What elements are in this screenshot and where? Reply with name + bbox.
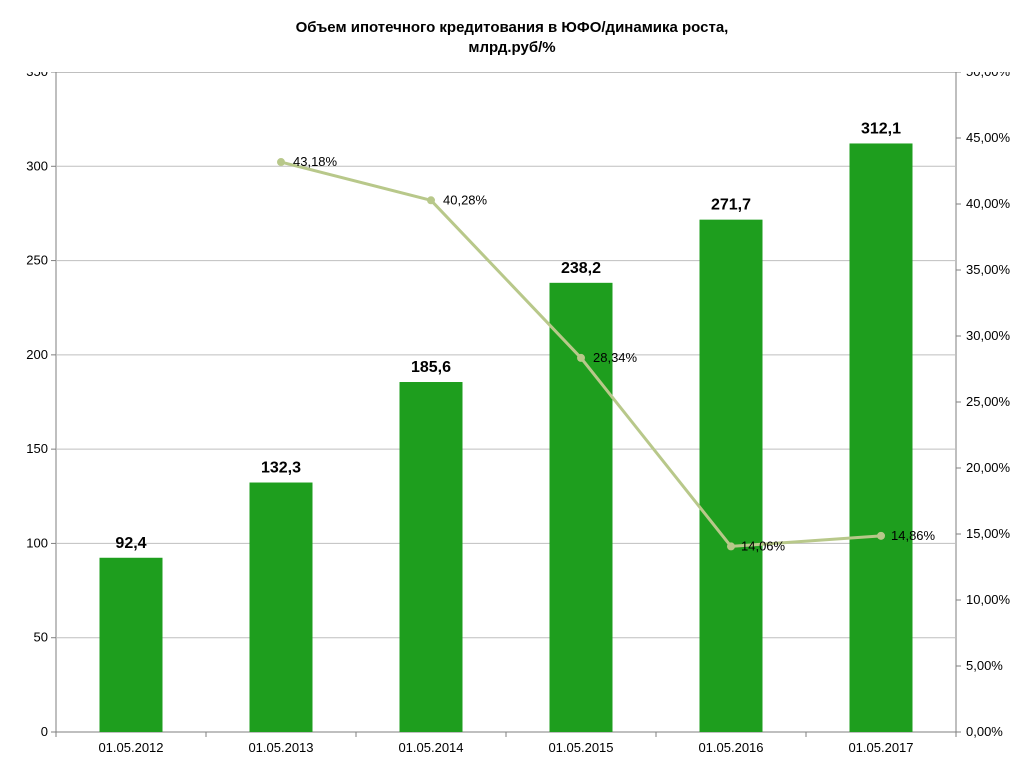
x-axis-category-label: 01.05.2017 [848,740,913,755]
bar [250,483,313,732]
x-axis-category-label: 01.05.2013 [248,740,313,755]
bar-value-label: 238,2 [561,260,601,277]
combo-chart: 0 50 100 150 200 250 300 350 0,00% 5,00% 10,00% 15,… [11,72,1021,762]
right-axis-tick-label: 5,00% [966,658,1003,673]
right-axis-tick-label: 45,00% [966,130,1011,145]
bar-value-label: 132,3 [261,460,301,477]
left-axis-tick-label: 50 [34,630,48,645]
line-value-label: 14,86% [891,528,936,543]
line-value-label: 14,06% [741,538,786,553]
page-root: Объем ипотечного кредитования в ЮФО/дина… [0,0,1024,778]
bar-value-label: 185,6 [411,359,451,376]
line-marker [877,532,885,540]
left-axis-tick-label: 300 [26,158,48,173]
line-marker [727,542,735,550]
left-axis-tick-label: 0 [41,724,48,739]
left-axis-tick-label: 100 [26,535,48,550]
x-axis-category-label: 01.05.2015 [548,740,613,755]
bar-value-label: 271,7 [711,197,751,214]
x-axis-category-label: 01.05.2016 [698,740,763,755]
plot-border [56,72,956,732]
right-axis-tick-label: 35,00% [966,262,1011,277]
line-value-label: 28,34% [593,350,638,365]
bar [850,143,913,732]
bar [400,382,463,732]
line-value-label: 40,28% [443,192,488,207]
right-axis-tick-label: 0,00% [966,724,1003,739]
line-value-label: 43,18% [293,154,338,169]
left-axis-tick-label: 250 [26,253,48,268]
line-marker [577,354,585,362]
bar [700,220,763,732]
right-axis-tick-label: 40,00% [966,196,1011,211]
line-marker [277,158,285,166]
bar-value-label: 92,4 [115,535,146,552]
bar [100,558,163,732]
left-axis-tick-label: 200 [26,347,48,362]
line-marker [427,196,435,204]
right-axis-tick-label: 25,00% [966,394,1011,409]
right-axis-tick-label: 30,00% [966,328,1011,343]
bar-value-label: 312,1 [861,120,901,137]
right-axis-tick-label: 20,00% [966,460,1011,475]
left-axis-tick-label: 350 [26,72,48,79]
right-axis-tick-label: 15,00% [966,526,1011,541]
right-axis-tick-label: 10,00% [966,592,1011,607]
x-axis-category-label: 01.05.2014 [398,740,463,755]
chart-title: Объем ипотечного кредитования в ЮФО/дина… [0,18,1024,57]
right-axis-tick-label: 50,00% [966,72,1011,79]
chart-container: 0501001502002503003500,00%5,00%10,00%15,… [56,72,956,732]
x-axis-category-label: 01.05.2012 [98,740,163,755]
left-axis-tick-label: 150 [26,441,48,456]
